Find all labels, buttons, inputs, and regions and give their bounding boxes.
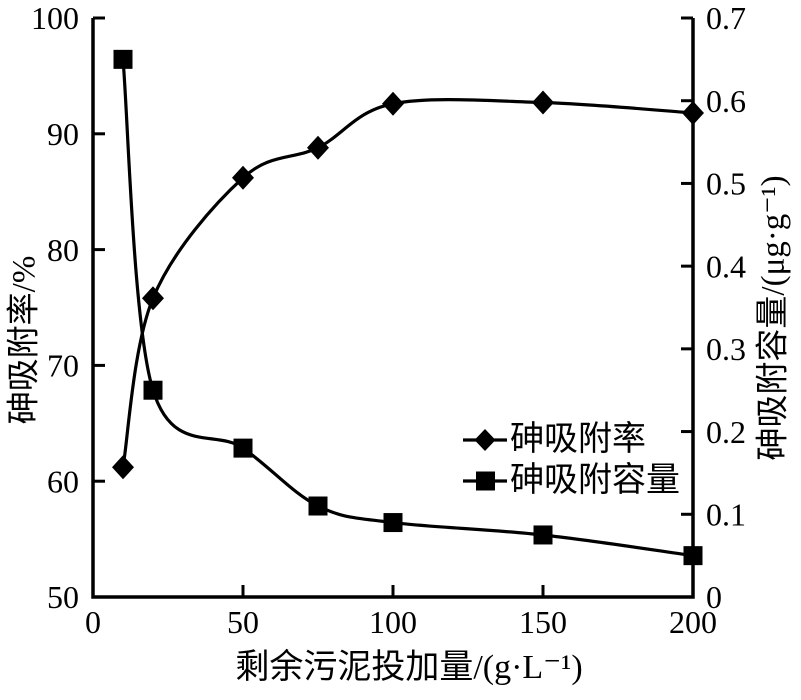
- square-marker: [308, 496, 328, 516]
- x-tick-label: 0: [85, 604, 101, 640]
- diamond-marker: [532, 90, 554, 115]
- diamond-marker: [682, 100, 704, 125]
- y-left-tick-label: 100: [31, 0, 79, 36]
- y-left-tick-label: 60: [47, 463, 79, 499]
- diamond-marker: [142, 286, 164, 311]
- diamond-marker: [232, 165, 254, 190]
- legend-label-capacity: 砷吸附容量: [510, 461, 680, 499]
- square-marker: [233, 438, 253, 458]
- y-right-tick-label: 0.7: [706, 0, 746, 36]
- y-axis-left-title: 砷吸附率/%: [6, 255, 43, 425]
- square-marker: [113, 49, 133, 69]
- x-axis-title: 剩余污泥投加量/(g·L⁻¹): [235, 649, 583, 686]
- legend-label-rate: 砷吸附率: [510, 420, 646, 458]
- legend: 砷吸附率 砷吸附容量: [462, 419, 680, 501]
- y-axis-right-title: 砷吸附容量/(μg·g⁻¹): [755, 175, 792, 461]
- y-right-tick-label: 0.6: [706, 83, 746, 119]
- x-tick-label: 200: [669, 604, 717, 640]
- diamond-marker: [112, 455, 134, 480]
- diamond-marker: [382, 91, 404, 116]
- square-marker: [683, 546, 703, 566]
- y-right-tick-label: 0.1: [706, 496, 746, 532]
- diamond-marker: [307, 135, 329, 160]
- y-left-tick-label: 70: [47, 348, 79, 384]
- y-right-tick-label: 0.2: [706, 414, 746, 450]
- y-right-tick-label: 0.3: [706, 331, 746, 367]
- x-tick-label: 50: [227, 604, 259, 640]
- y-right-tick-label: 0.5: [706, 166, 746, 202]
- diamond-marker-icon: [463, 428, 507, 451]
- square-marker: [383, 513, 403, 533]
- series-line-rate: [121, 98, 695, 469]
- square-marker-icon: [463, 471, 507, 490]
- y-left-tick-label: 80: [47, 232, 79, 268]
- y-right-tick-label: 0.4: [706, 248, 746, 284]
- legend-item-capacity: 砷吸附容量: [462, 460, 680, 501]
- legend-item-rate: 砷吸附率: [462, 419, 680, 460]
- x-tick-label: 150: [519, 604, 567, 640]
- y-left-tick-label: 90: [47, 116, 79, 152]
- x-tick-label: 100: [369, 604, 417, 640]
- y-left-tick-label: 50: [47, 579, 79, 615]
- square-marker: [143, 380, 163, 400]
- y-right-tick-label: 0: [706, 579, 722, 615]
- square-marker: [533, 525, 553, 545]
